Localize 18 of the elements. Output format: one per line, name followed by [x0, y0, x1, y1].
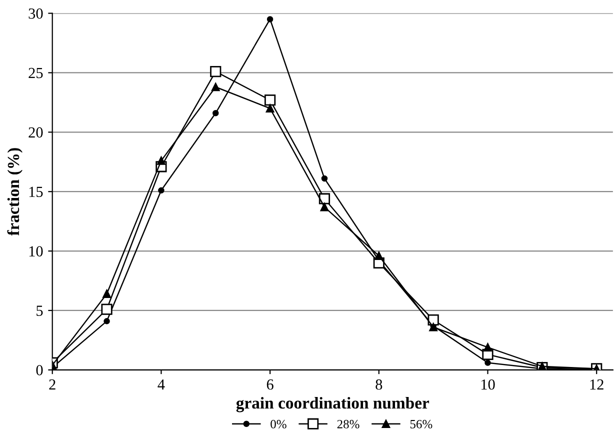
y-tick-label: 30	[28, 8, 43, 19]
x-tick-label: 10	[481, 379, 495, 390]
x-tick-label: 2	[49, 379, 56, 390]
legend-label: 56%	[410, 420, 432, 428]
y-tick-label: 5	[36, 306, 43, 316]
x-axis-title: grain coordination number	[236, 396, 430, 412]
y-tick-label: 10	[29, 246, 43, 256]
x-tick-label: 12	[590, 379, 604, 390]
x-tick-label: 6	[266, 379, 274, 390]
x-tick-label: 8	[376, 379, 382, 390]
x-tick-label: 4	[158, 379, 165, 390]
y-tick-label: 15	[29, 186, 43, 198]
y-tick-label: 0	[36, 365, 43, 376]
y-tick-label: 25	[28, 68, 43, 78]
legend-label: 0%	[270, 420, 286, 428]
y-tick-label: 20	[28, 127, 43, 138]
y-axis-title: fraction (%)	[7, 148, 22, 236]
legend-label: 28%	[337, 420, 360, 428]
